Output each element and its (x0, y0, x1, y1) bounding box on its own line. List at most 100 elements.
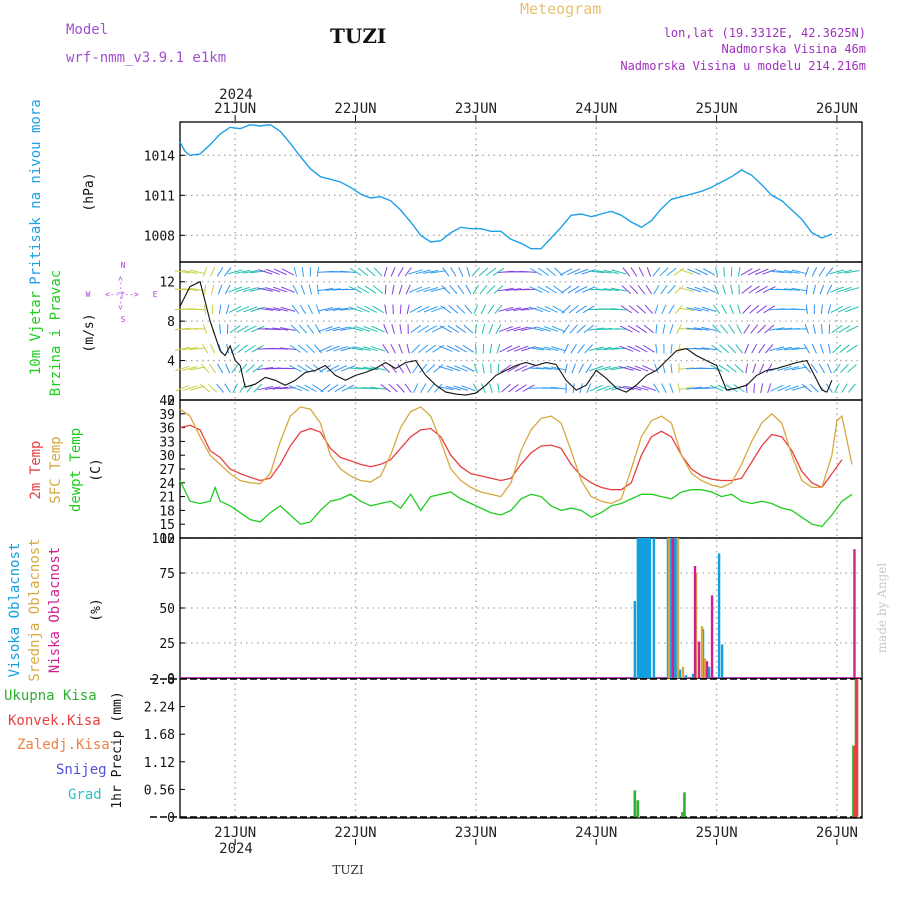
cloud-bar (691, 673, 695, 678)
wind-arrow (456, 304, 466, 314)
wind-arrow (327, 384, 339, 393)
day-label: 24JUN (575, 101, 617, 117)
wind-arrow (419, 363, 428, 374)
wind-arrow (713, 304, 721, 315)
wind-arrow (391, 284, 395, 295)
cloud-bar (642, 538, 646, 678)
precip-label-hail: Grad (68, 787, 102, 803)
day-label: 26JUN (816, 825, 858, 841)
wind-arrow (296, 364, 309, 373)
bottom-day-labels: 21JUN 22JUN 23JUN 24JUN 25JUN 26JUN (214, 825, 858, 845)
wind-arrow (538, 267, 550, 276)
wind-arrow (678, 386, 695, 391)
wind-arrow (279, 347, 296, 351)
wind-arrow (627, 325, 640, 333)
wind-arrow (644, 304, 654, 314)
wind-arrow (498, 326, 513, 333)
compass-w: W (86, 290, 91, 299)
wind-arrow (610, 308, 627, 311)
wind-arrow (364, 285, 377, 294)
wind-arrow (333, 365, 348, 372)
wind-arrow (315, 304, 320, 315)
day-label: 22JUN (334, 825, 376, 841)
cloud-bar (676, 538, 680, 678)
wind-arrow (736, 324, 742, 334)
wind-arrow (297, 344, 308, 353)
wind-arrow (420, 383, 427, 393)
wind-arrow (744, 343, 750, 354)
wind-arrow (722, 284, 727, 295)
wind-arrow (693, 347, 710, 350)
wind-arrow (397, 267, 404, 277)
wind-arrow (673, 267, 685, 276)
wind-arrow (730, 267, 733, 277)
wind-arrow (801, 383, 812, 393)
wind-arrow (305, 344, 315, 354)
pressure-unit-label: (hPa) (82, 172, 97, 211)
wind-arrow (280, 286, 295, 293)
wind-arrow (384, 284, 387, 295)
wind-arrow (678, 307, 695, 311)
wind-arrow (674, 285, 684, 295)
wind-arrow (340, 270, 356, 273)
wind-arrow (480, 304, 487, 315)
wind-arrow (637, 284, 646, 295)
wind-arrow (784, 366, 800, 371)
wind-arrow (611, 287, 627, 292)
wind-arrow (784, 385, 799, 392)
wind-arrow (645, 284, 653, 295)
day-label: 21JUN (214, 101, 256, 117)
wind-arrow (825, 267, 834, 277)
wind-arrow (694, 306, 710, 312)
wind-arrow (543, 366, 559, 371)
wind-arrow (250, 306, 265, 313)
wind-arrow (626, 365, 642, 372)
wind-arrow (574, 286, 588, 294)
wind-arrow (454, 365, 468, 372)
wind-arrow (723, 267, 725, 277)
wind-arrow (791, 366, 808, 371)
wind-arrow (225, 304, 230, 315)
wind-arrow (292, 284, 299, 295)
precip-bar (681, 812, 684, 817)
wind-arrow (642, 365, 656, 372)
wind-arrow (809, 383, 819, 393)
cloud-bar (646, 538, 650, 678)
wind-arrow (588, 346, 604, 351)
wind-arrow (423, 269, 439, 274)
wind-arrow (714, 284, 720, 295)
wind-arrow (273, 286, 288, 293)
wind-arrow (399, 324, 402, 334)
wind-arrow (627, 345, 641, 353)
wind-arrow (348, 306, 363, 313)
wind-arrow (783, 288, 800, 291)
wind-arrow (577, 344, 585, 354)
wind-arrow (750, 324, 759, 334)
wind-barbs (174, 266, 860, 394)
wind-arrow (236, 306, 250, 313)
cloud-bar (684, 675, 688, 678)
wind-arrow (450, 267, 457, 277)
cloud-bar (697, 641, 701, 678)
wind-arrow (235, 269, 251, 275)
wind-arrow (515, 384, 527, 393)
wind-arrow (190, 385, 205, 391)
wind-arrow (595, 270, 612, 274)
wind-arrow (621, 285, 632, 294)
wind-arrow (390, 267, 396, 277)
tick-label: 75 (159, 567, 175, 582)
wind-arrow (442, 267, 450, 277)
wind-speed-series (179, 280, 833, 396)
wind-arrow (383, 324, 389, 334)
precip-label-frz: Zaledj.Kisa (17, 737, 110, 753)
wind-arrow (687, 268, 701, 276)
wind-arrow (463, 324, 474, 334)
wind-arrow (626, 386, 642, 391)
wind-arrow (845, 325, 859, 333)
cloud-bar (710, 595, 714, 678)
wind-arrow (208, 383, 218, 393)
wind-arrow (709, 384, 724, 392)
wind-arrow (174, 346, 191, 351)
wind-arrow (301, 267, 304, 277)
wind-arrow (776, 365, 792, 372)
